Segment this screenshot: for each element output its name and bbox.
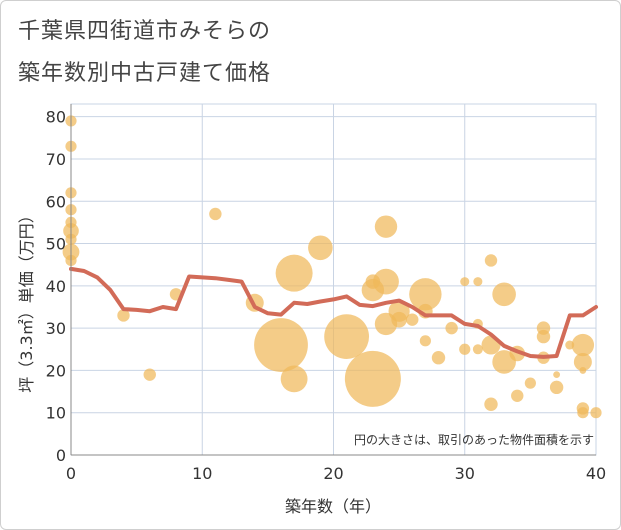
bubble-point (254, 318, 308, 372)
bubble-point (419, 335, 431, 347)
bubble-point (579, 367, 587, 374)
bubble-point (391, 311, 407, 328)
bubble-point (324, 314, 370, 359)
axes (70, 104, 596, 456)
bubble-point (472, 344, 483, 355)
bubble-point (374, 215, 398, 238)
y-tick-label: 70 (46, 150, 66, 169)
y-tick-label: 80 (46, 108, 66, 127)
chart-annotation: 円の大きさは、取引のあった物件面積を示す (354, 432, 594, 447)
y-tick-label: 0 (56, 446, 66, 465)
average-price-line (69, 266, 598, 359)
bubble-point (553, 371, 561, 379)
bubble-point (459, 343, 471, 355)
bubble-point (473, 277, 483, 287)
x-tick-label: 10 (192, 464, 212, 483)
x-tick-label: 30 (455, 464, 475, 483)
bubble-point (590, 407, 602, 419)
bubble-point (431, 351, 446, 365)
y-tick-label: 10 (46, 404, 66, 423)
x-tick-label: 20 (323, 464, 343, 483)
bubble-point (406, 313, 419, 326)
chart-title-line1: 千葉県四街道市みそらの (18, 19, 272, 44)
bubble-point (280, 365, 308, 393)
bubble-point (492, 282, 516, 307)
bubble-point (308, 235, 333, 261)
bubble-point (577, 407, 589, 419)
average-line-series (69, 266, 598, 359)
bubble-point (275, 254, 313, 292)
y-tick-label: 40 (46, 277, 66, 296)
y-tick-label: 30 (46, 319, 66, 338)
bubble-series (62, 115, 602, 419)
x-tick-label: 0 (66, 464, 76, 483)
bubble-point (549, 380, 564, 395)
bubble-point (524, 377, 536, 389)
bubble-point (209, 207, 222, 221)
bubble-point (409, 278, 442, 311)
y-tick-label: 20 (46, 361, 66, 380)
grid-lines (70, 103, 597, 456)
bubble-point (344, 350, 401, 407)
x-axis-label: 築年数（年） (285, 497, 381, 516)
y-axis-label: 坪（3.3㎡）単価（万円） (17, 207, 36, 392)
bubble-point (143, 368, 156, 381)
bubble-point (511, 389, 524, 402)
tick-labels: 0 10 20 30 40 0 10 20 30 40 50 60 70 80 (46, 108, 607, 483)
bubble-point (117, 309, 130, 322)
bubble-point (460, 277, 470, 287)
bubble-point (484, 254, 498, 267)
chart-title-line2: 築年数別中古戸建て価格 (18, 61, 272, 86)
x-tick-label: 40 (586, 464, 606, 483)
bubble-point (445, 321, 458, 335)
bubble-point (536, 329, 551, 344)
y-tick-label: 60 (46, 192, 66, 211)
bubble-point (571, 333, 595, 357)
y-tick-label: 50 (46, 235, 66, 254)
bubble-point (573, 352, 592, 371)
bubble-point (373, 268, 399, 295)
bubble-point (484, 397, 498, 411)
